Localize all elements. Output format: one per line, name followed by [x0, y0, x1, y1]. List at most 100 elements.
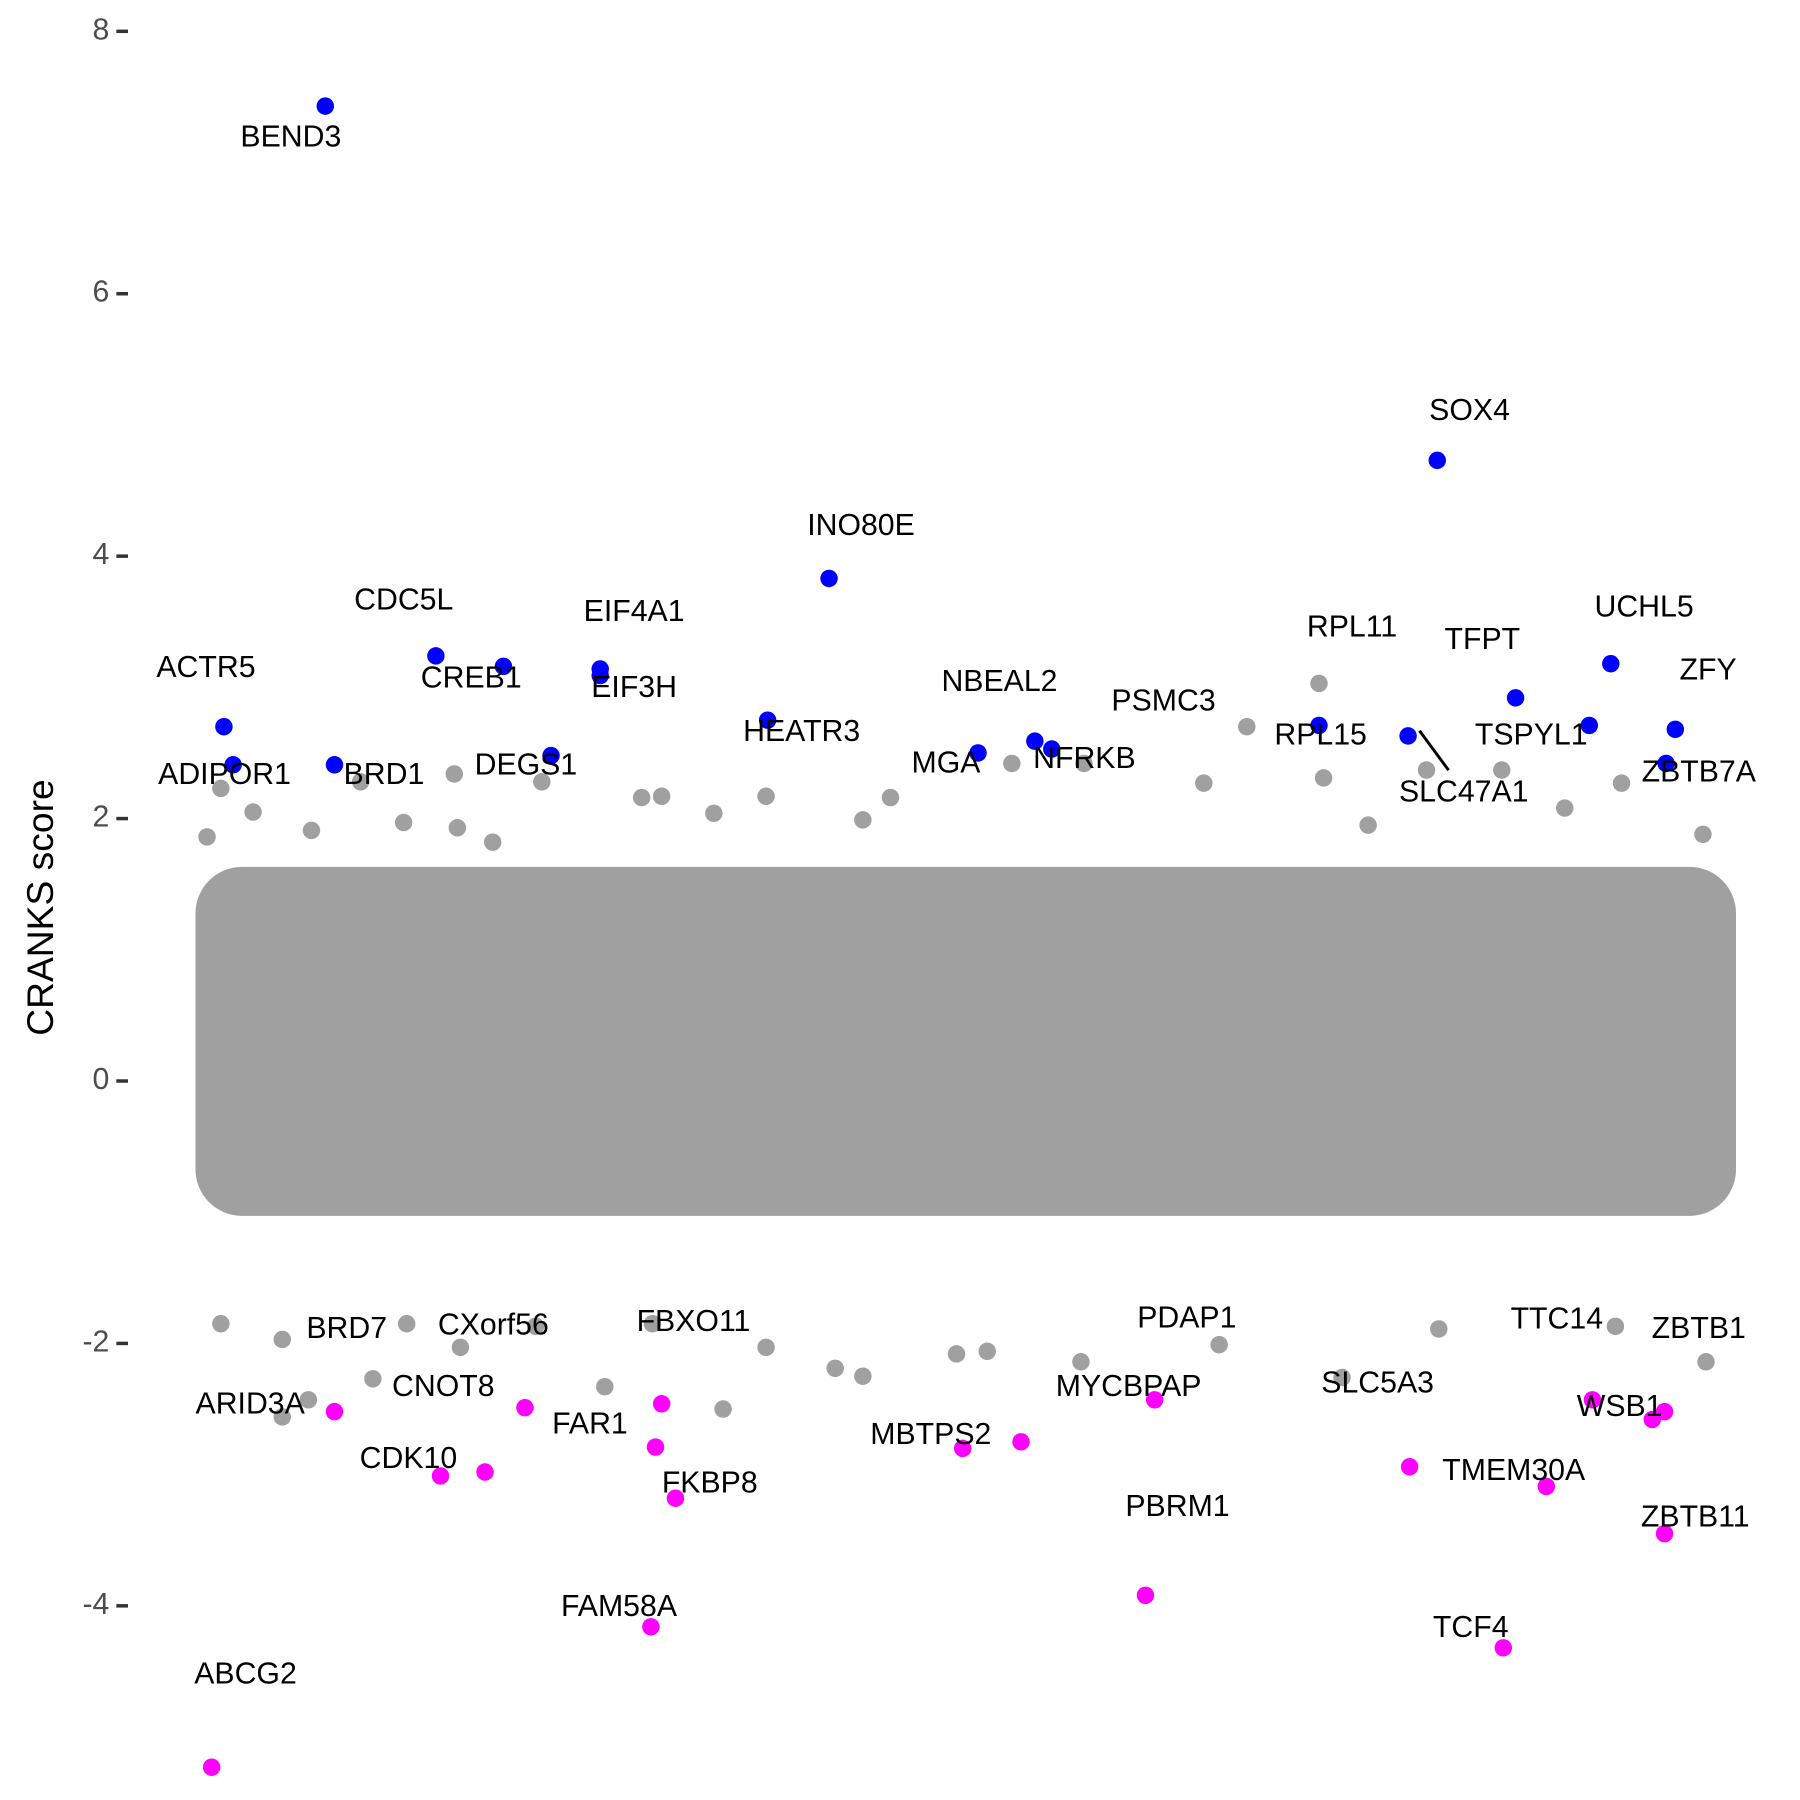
point — [1145, 1391, 1164, 1409]
point — [1012, 1433, 1030, 1451]
point-label: ARID3A — [196, 1388, 306, 1421]
point — [302, 821, 321, 840]
point — [643, 1315, 662, 1333]
point — [652, 787, 671, 805]
point — [494, 657, 513, 676]
point-label: CXorf56 — [438, 1308, 549, 1341]
point-label: RPL11 — [1307, 610, 1397, 643]
point-label: UCHL5 — [1594, 591, 1693, 624]
point — [1655, 1402, 1674, 1421]
point-label: MGA — [912, 746, 982, 779]
point — [969, 744, 987, 762]
point-label: HEATR3 — [743, 715, 860, 748]
point — [1612, 774, 1631, 792]
point-label: CDC5L — [354, 584, 453, 617]
point-label: ZBTB7A — [1642, 756, 1757, 789]
point-label: TSPYL1 — [1475, 719, 1588, 752]
point — [273, 1330, 292, 1349]
point-label: NFRKB — [1033, 742, 1136, 775]
point — [757, 1338, 775, 1357]
point-label: BEND3 — [240, 120, 341, 153]
point — [516, 1398, 534, 1417]
point — [820, 569, 838, 588]
point — [1602, 655, 1620, 673]
dense-cloud — [195, 866, 1737, 1216]
point — [947, 1345, 966, 1363]
point-label: SLC47A1 — [1399, 776, 1529, 809]
point — [1606, 1317, 1625, 1336]
point — [1210, 1336, 1228, 1354]
point — [1506, 689, 1525, 707]
point — [1310, 716, 1328, 735]
point — [1580, 716, 1599, 735]
point-label: PSMC3 — [1111, 685, 1215, 718]
point — [431, 1467, 450, 1485]
point — [1494, 1639, 1513, 1657]
point — [202, 1758, 221, 1776]
point — [978, 1342, 996, 1361]
point — [666, 1489, 685, 1507]
point — [642, 1618, 660, 1636]
point — [1026, 732, 1044, 750]
point-label: NBEAL2 — [941, 665, 1057, 698]
point — [198, 828, 216, 846]
point — [646, 1438, 665, 1456]
point — [1583, 1391, 1602, 1409]
point — [394, 813, 413, 832]
point — [591, 666, 609, 685]
point — [1333, 1368, 1351, 1387]
point — [316, 97, 335, 115]
point — [1694, 825, 1712, 844]
y-tick-label: -4 — [82, 1588, 109, 1621]
point — [533, 773, 551, 791]
point-label: RPL15 — [1274, 719, 1367, 752]
point-label: SOX4 — [1429, 394, 1510, 427]
point — [427, 647, 445, 665]
point — [1072, 1353, 1090, 1371]
point — [1655, 1524, 1674, 1543]
point-label: WSB1 — [1577, 1390, 1663, 1423]
point-label: CREB1 — [421, 661, 522, 694]
point-label: PBRM1 — [1125, 1490, 1229, 1523]
point — [1428, 451, 1446, 470]
point — [1666, 720, 1685, 739]
point — [273, 1408, 292, 1426]
point — [325, 756, 344, 774]
point — [705, 804, 723, 823]
point-label: ZBTB1 — [1652, 1312, 1746, 1345]
point — [397, 1315, 416, 1333]
point-label: MBTPS2 — [870, 1418, 991, 1451]
point — [451, 1338, 470, 1357]
y-tick-label: 4 — [93, 538, 110, 571]
point — [483, 833, 502, 851]
point-label: MYCBPAP — [1056, 1370, 1202, 1403]
y-axis-title: CRANKS score — [19, 779, 61, 1035]
point — [953, 1439, 972, 1458]
point — [1314, 769, 1333, 787]
point — [542, 746, 560, 765]
point — [1556, 799, 1574, 817]
point-label: BRD7 — [306, 1312, 387, 1345]
point — [224, 756, 242, 774]
point — [526, 1317, 545, 1336]
point — [1399, 727, 1417, 745]
point — [1195, 774, 1213, 792]
point — [632, 788, 651, 807]
point-label: FAM58A — [561, 1590, 678, 1623]
point — [1043, 740, 1061, 758]
point — [1359, 816, 1377, 834]
point-label: FKBP8 — [662, 1467, 758, 1500]
point-label: EIF4A1 — [584, 595, 685, 628]
point-label: TTC14 — [1511, 1303, 1603, 1336]
point — [881, 788, 900, 807]
y-tick-label: 2 — [93, 801, 110, 834]
point — [652, 1395, 671, 1413]
point — [1003, 754, 1021, 773]
point — [445, 765, 464, 783]
point — [758, 711, 777, 729]
point — [448, 819, 467, 837]
point — [1657, 754, 1675, 773]
point — [1493, 761, 1511, 779]
